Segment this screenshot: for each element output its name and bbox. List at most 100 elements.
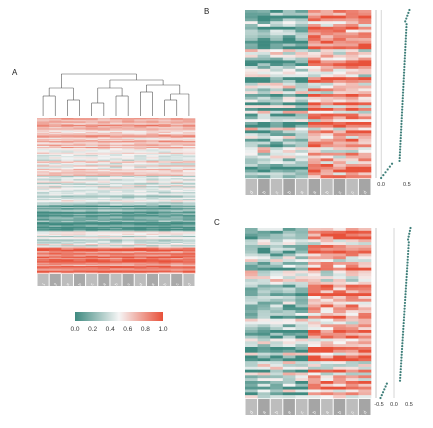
heatmap-a-cell: [170, 158, 184, 160]
heatmap-cell: [245, 110, 258, 114]
heatmap-cell: [257, 361, 271, 365]
heatmap-a-cell: [109, 118, 123, 120]
heatmap-a-cell: [158, 188, 171, 191]
scatter-point: [401, 345, 404, 348]
heatmap-a-cell: [61, 122, 74, 125]
heatmap-a-cell: [37, 118, 50, 120]
heatmap-cell: [308, 68, 321, 72]
heatmap-cell: [333, 38, 347, 42]
heatmap-cell: [308, 321, 321, 325]
heatmap-a-cell: [49, 230, 62, 232]
heatmap-a-cell: [170, 176, 184, 179]
heatmap-a-cell: [134, 230, 147, 232]
heatmap-a-cell: [158, 219, 171, 222]
heatmap-a-cell: [134, 160, 147, 163]
heatmap-a-cell: [37, 255, 50, 258]
heatmap-cell: [270, 77, 284, 81]
heatmap-cell: [257, 307, 271, 311]
heatmap-cell: [320, 352, 334, 356]
column-label-tile: [358, 399, 371, 415]
heatmap-a-cell: [158, 249, 171, 252]
heatmap-a-cell: [146, 212, 159, 215]
heatmap-a-cell: [85, 238, 99, 240]
heatmap-a-cell: [97, 137, 111, 140]
heatmap-a-cell: [158, 145, 171, 148]
heatmap-a-cell: [85, 201, 99, 203]
heatmap-a-cell: [182, 167, 196, 170]
heatmap-a-cell: [97, 155, 111, 157]
heatmap-a-cell: [73, 127, 86, 129]
heatmap-cell: [333, 172, 347, 176]
heatmap-a-cell: [182, 229, 196, 231]
heatmap-a-cell: [73, 143, 86, 145]
heatmap-cell: [308, 264, 321, 268]
heatmap-cell: [308, 349, 321, 353]
heatmap-a-cell: [146, 133, 159, 135]
heatmap-a-cell: [37, 264, 50, 267]
heatmap-cell: [282, 301, 296, 305]
heatmap-a-cell: [182, 124, 196, 127]
heatmap-a-cell: [61, 156, 74, 158]
heatmap-cell: [282, 161, 296, 165]
heatmap-a-cell: [134, 222, 147, 224]
heatmap-cell: [320, 338, 334, 342]
heatmap-a-cell: [146, 131, 159, 134]
heatmap-a-cell: [109, 144, 123, 147]
heatmap-a-cell: [146, 237, 159, 239]
heatmap-cell: [270, 352, 284, 356]
heatmap-a-cell: [97, 226, 111, 229]
heatmap-cell: [345, 99, 359, 103]
heatmap-a-cell: [37, 232, 50, 234]
heatmap-a-cell: [134, 134, 147, 136]
heatmap-a-cell: [73, 195, 86, 197]
heatmap-a-cell: [146, 246, 159, 248]
heatmap-a-cell: [122, 145, 135, 148]
scatter-point: [381, 391, 385, 394]
heatmap-cell: [257, 366, 271, 370]
heatmap-cell: [333, 327, 347, 331]
heatmap-a-cell: [61, 139, 74, 142]
heatmap-a-cell: [134, 149, 147, 151]
heatmap-a-cell: [49, 178, 62, 180]
heatmap-c: [245, 228, 372, 399]
heatmap-a-cell: [109, 232, 123, 234]
heatmap-a-cell: [182, 190, 196, 193]
heatmap-a-cell: [85, 194, 99, 196]
heatmap-a-cell: [182, 168, 196, 171]
heatmap-a-cell: [37, 248, 50, 251]
heatmap-cell: [270, 130, 284, 134]
heatmap-a-cell: [134, 142, 147, 144]
heatmap-cell: [257, 270, 271, 274]
heatmap-a-cell: [134, 151, 147, 153]
heatmap-a-cell: [85, 253, 99, 255]
heatmap-a-cell: [37, 196, 50, 199]
panel-label-b: B: [204, 7, 210, 16]
heatmap-a-cell: [97, 210, 111, 212]
heatmap-cell: [245, 122, 258, 126]
heatmap-a-cell: [134, 124, 147, 127]
heatmap-a-cell: [37, 203, 50, 206]
heatmap-a-cell: [37, 200, 50, 202]
heatmap-cell: [345, 281, 359, 285]
heatmap-a-cell: [85, 233, 99, 236]
heatmap-a-cell: [122, 220, 135, 223]
heatmap-a-cell: [158, 174, 171, 177]
heatmap-cell: [257, 110, 271, 114]
heatmap-a-cell: [170, 170, 184, 172]
heatmap-a-cell: [109, 151, 123, 153]
heatmap-a-cell: [49, 203, 62, 206]
heatmap-a-cell: [37, 148, 50, 150]
heatmap-a-cell: [134, 201, 147, 203]
heatmap-cell: [308, 71, 321, 75]
heatmap-cell: [295, 279, 309, 283]
heatmap-a-cell: [170, 119, 184, 121]
heatmap-cell: [345, 32, 359, 36]
heatmap-a-cell: [109, 195, 123, 197]
heatmap-a-cell: [134, 137, 147, 140]
heatmap-cell: [308, 164, 321, 168]
heatmap-a-cell: [134, 252, 147, 254]
heatmap-cell: [320, 392, 334, 396]
heatmap-a-cell: [146, 173, 159, 175]
heatmap-a-cell: [170, 231, 184, 233]
